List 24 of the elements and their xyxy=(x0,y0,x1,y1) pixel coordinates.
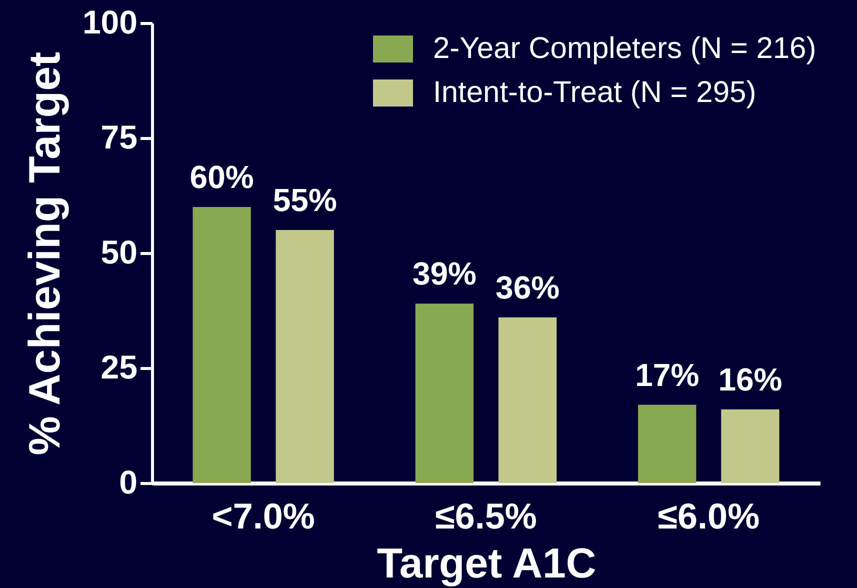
y-axis-title: % Achieving Target xyxy=(20,51,70,456)
y-tick-label: 50 xyxy=(100,234,138,270)
bar xyxy=(192,207,251,483)
y-tick-label: 0 xyxy=(119,464,138,500)
data-label: 60% xyxy=(190,159,254,195)
x-tick-label: ≤6.0% xyxy=(658,496,760,536)
bar xyxy=(498,317,557,483)
x-axis-title: Target A1C xyxy=(376,540,596,586)
y-tick-label: 25 xyxy=(100,348,138,386)
bar xyxy=(638,404,696,483)
legend-label: 2-Year Completers (N = 216) xyxy=(433,32,816,65)
data-label: 17% xyxy=(635,356,700,393)
bar xyxy=(415,304,474,483)
bar xyxy=(276,230,334,483)
x-tick-label: <7.0% xyxy=(212,496,315,536)
data-label: 39% xyxy=(412,256,476,292)
data-label: 55% xyxy=(272,182,337,218)
y-tick-label: 75 xyxy=(100,118,138,156)
bar xyxy=(721,409,780,483)
data-label: 36% xyxy=(496,269,560,306)
data-label: 16% xyxy=(718,361,782,398)
y-tick-label: 100 xyxy=(82,4,138,40)
legend-label: Intent-to-Treat (N = 295) xyxy=(433,76,756,109)
x-tick-label: ≤6.5% xyxy=(435,496,537,536)
